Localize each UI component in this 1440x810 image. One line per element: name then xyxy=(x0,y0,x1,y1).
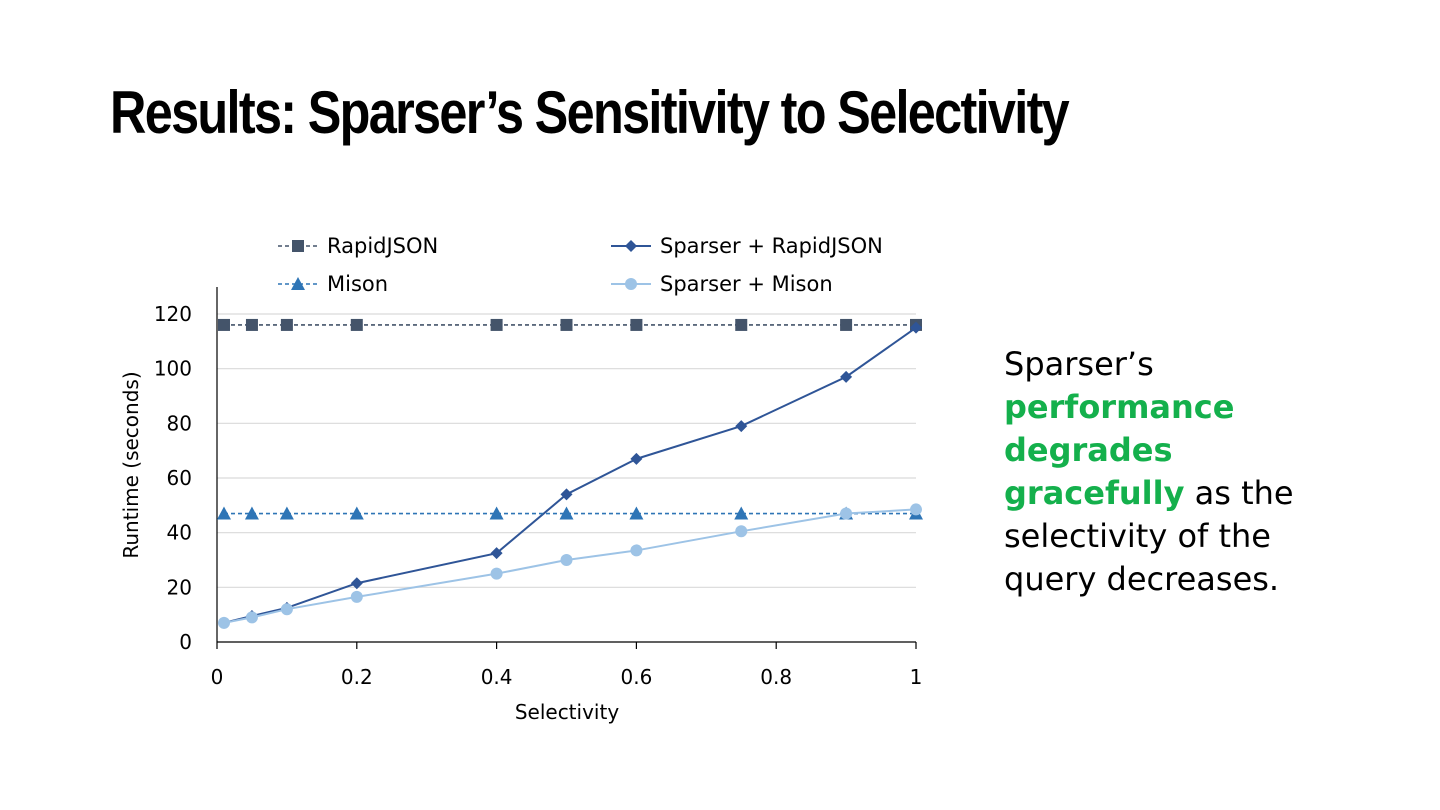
side-text-highlight: performance degrades gracefully xyxy=(1004,388,1235,512)
legend-label-rapidjson: RapidJSON xyxy=(327,234,438,258)
legend-marker-rapidjson xyxy=(292,240,304,252)
y-axis-title: Runtime (seconds) xyxy=(119,371,143,558)
data-point-mison-5 xyxy=(559,506,574,520)
legend-marker-mison xyxy=(291,277,305,290)
y-tick-label-0: 0 xyxy=(179,630,192,654)
legend-label-mison: Mison xyxy=(327,272,388,296)
data-point-sparser-mison-7 xyxy=(735,525,748,538)
data-point-sparser-mison-9 xyxy=(910,503,922,516)
x-axis-title: Selectivity xyxy=(515,700,619,724)
legend-marker-sparser-rapidjson xyxy=(625,240,637,252)
data-point-rapidjson-1 xyxy=(245,318,258,331)
y-tick-label-60: 60 xyxy=(167,466,192,490)
x-tick-label-0.6: 0.6 xyxy=(620,665,652,689)
x-tick-label-0.8: 0.8 xyxy=(760,665,792,689)
y-tick-label-120: 120 xyxy=(154,302,192,326)
y-tick-label-40: 40 xyxy=(167,521,192,545)
y-tick-label-100: 100 xyxy=(154,357,192,381)
data-point-mison-1 xyxy=(244,506,259,520)
legend-item-sparser-rapidjson: Sparser + RapidJSON xyxy=(611,234,883,258)
y-tick-label-20: 20 xyxy=(167,575,192,599)
data-point-mison-7 xyxy=(734,506,749,520)
data-point-mison-4 xyxy=(489,506,504,520)
series-sparser-rapidjson xyxy=(217,321,922,629)
x-tick-label-0.4: 0.4 xyxy=(481,665,513,689)
x-tick-label-0.2: 0.2 xyxy=(341,665,373,689)
data-point-sparser-mison-5 xyxy=(560,554,573,566)
data-point-sparser-rapidjson-4 xyxy=(490,547,503,560)
data-point-mison-6 xyxy=(629,506,644,520)
legend-label-sparser-rapidjson: Sparser + RapidJSON xyxy=(660,234,883,258)
x-tick-label-1: 1 xyxy=(910,665,923,689)
x-tick-label-0: 0 xyxy=(211,665,224,689)
data-point-sparser-rapidjson-9 xyxy=(910,321,922,334)
data-point-rapidjson-5 xyxy=(560,318,573,331)
data-point-mison-2 xyxy=(279,506,294,520)
side-text-before: Sparser’s xyxy=(1004,345,1154,383)
data-point-sparser-mison-0 xyxy=(217,616,230,629)
data-point-rapidjson-3 xyxy=(350,318,363,331)
data-point-sparser-rapidjson-6 xyxy=(630,452,643,465)
data-point-mison-0 xyxy=(216,506,231,520)
series-line-sparser-mison xyxy=(223,508,917,624)
y-tick-label-80: 80 xyxy=(167,411,192,435)
data-point-rapidjson-0 xyxy=(217,318,230,331)
series-sparser-mison xyxy=(217,503,922,629)
legend-item-mison: Mison xyxy=(278,272,388,296)
side-text-after: as the selectivity of the query decrease… xyxy=(1004,474,1294,598)
data-point-rapidjson-6 xyxy=(630,318,643,331)
series-line-sparser-rapidjson xyxy=(223,326,917,624)
legend-label-sparser-mison: Sparser + Mison xyxy=(660,272,833,296)
data-point-sparser-mison-3 xyxy=(350,590,363,603)
data-point-rapidjson-7 xyxy=(735,318,748,331)
series-mison xyxy=(216,506,923,520)
series-rapidjson xyxy=(217,318,922,331)
data-point-sparser-mison-2 xyxy=(280,603,293,616)
data-point-sparser-rapidjson-3 xyxy=(350,577,363,590)
data-point-sparser-rapidjson-8 xyxy=(840,370,853,383)
data-point-sparser-mison-4 xyxy=(490,567,503,580)
data-point-sparser-mison-6 xyxy=(630,544,643,557)
data-point-rapidjson-2 xyxy=(280,318,293,331)
data-point-rapidjson-8 xyxy=(840,318,853,331)
data-point-mison-3 xyxy=(349,506,364,520)
data-point-rapidjson-4 xyxy=(490,318,503,331)
data-point-sparser-mison-1 xyxy=(245,611,258,624)
legend-marker-sparser-mison xyxy=(625,278,637,290)
slide-title: Results: Sparser’s Sensitivity to Select… xyxy=(110,79,1070,146)
side-text: Sparser’s performance degrades gracefull… xyxy=(1004,343,1324,601)
data-point-sparser-rapidjson-7 xyxy=(735,420,748,433)
legend-item-sparser-mison: Sparser + Mison xyxy=(611,272,833,296)
legend-item-rapidjson: RapidJSON xyxy=(278,234,438,258)
data-point-sparser-mison-8 xyxy=(840,507,853,520)
data-point-sparser-rapidjson-5 xyxy=(560,488,573,501)
